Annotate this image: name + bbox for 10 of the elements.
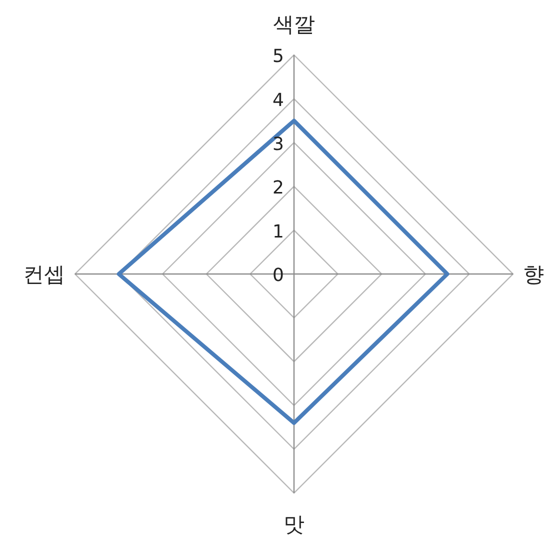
y-tick-label: 0 (272, 265, 284, 286)
spoke-label: 컨셉 (23, 262, 65, 287)
y-tick-label: 2 (272, 178, 284, 199)
y-tick-label: 3 (272, 134, 284, 155)
y-tick-label: 4 (272, 90, 284, 111)
spoke-label: 색깔 (273, 12, 315, 37)
y-tick-label: 5 (272, 46, 284, 68)
y-tick-label: 1 (272, 221, 284, 242)
spoke-label: 맛 (284, 512, 304, 537)
spoke-label: 향 (523, 262, 544, 287)
